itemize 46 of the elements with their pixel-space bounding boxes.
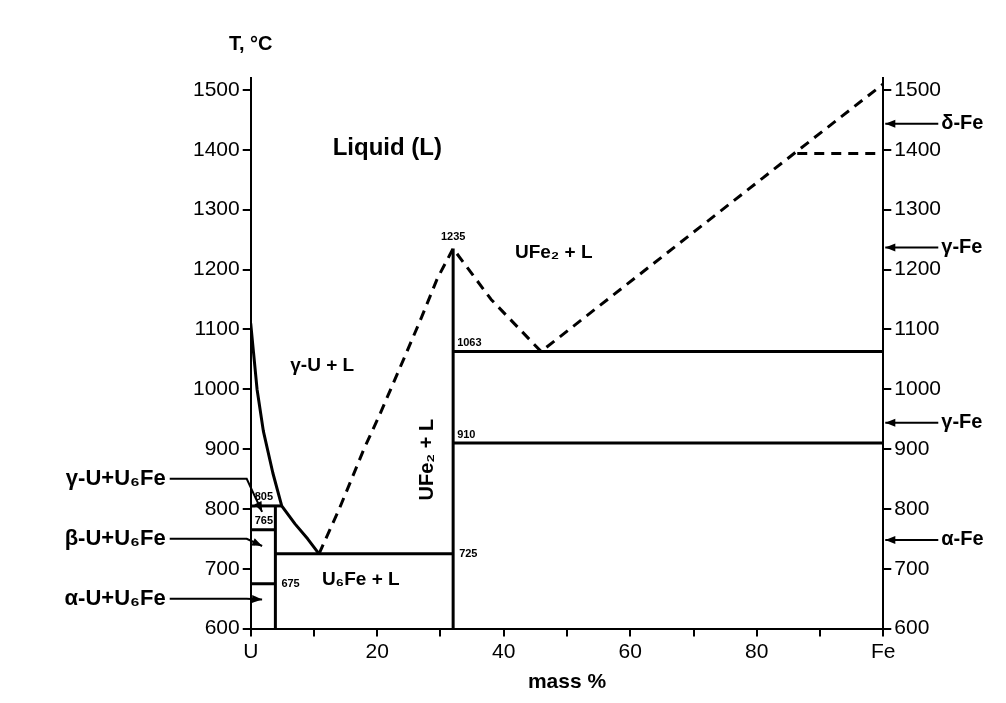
text: α-Fe [941, 527, 984, 550]
y2-tick-label: 700 [894, 555, 930, 579]
data-label: 675 [281, 576, 300, 589]
data-label: 725 [459, 546, 478, 559]
text: γ-Fe [941, 235, 983, 258]
y2-tick-label: 800 [894, 495, 930, 519]
y-tick-label: 1500 [193, 76, 240, 100]
text: α-U+U₆Fe [64, 584, 166, 610]
x-tick-label: 20 [365, 639, 389, 662]
y-tick-label: 1000 [193, 376, 240, 400]
x-tick-label: 60 [618, 639, 642, 662]
y2-tick-label: 1000 [894, 376, 941, 400]
y-tick-label: 1200 [193, 256, 240, 280]
annotation: γ-U + L [290, 353, 355, 375]
annotation: U₆Fe + L [321, 568, 401, 590]
data-label: 765 [254, 514, 274, 527]
y-tick-label: 900 [204, 435, 240, 459]
data-label: 1063 [457, 336, 482, 349]
text: γ-Fe [941, 410, 983, 433]
y-axis-title: T, °C [228, 31, 273, 54]
y2-tick-label: 1100 [894, 316, 940, 340]
y-tick-label: 1100 [194, 316, 240, 340]
x-tick-label: U [243, 639, 259, 662]
data-label: 910 [457, 427, 476, 440]
text: β-U+U₆Fe [64, 524, 166, 550]
y2-tick-label: 600 [894, 615, 930, 639]
x-axis-title: mass % [527, 669, 607, 693]
text: γ-U+U₆Fe [65, 464, 166, 490]
data-label: 1235 [440, 230, 466, 243]
annotation: UFe₂ + L [415, 418, 438, 501]
y2-tick-label: 1500 [894, 76, 941, 100]
annotation: Liquid (L) [332, 132, 442, 160]
y2-tick-label: 1300 [894, 196, 941, 220]
x-tick-label: 80 [745, 639, 769, 662]
y2-tick-label: 1400 [894, 136, 941, 160]
y-tick-label: 1300 [193, 196, 240, 220]
y-tick-label: 700 [204, 555, 240, 579]
x-tick-label: Fe [871, 639, 896, 662]
x-tick-label: 40 [492, 639, 516, 662]
annotation: UFe₂ + L [514, 241, 593, 263]
y-tick-label: 1400 [193, 136, 240, 160]
y2-tick-label: 900 [894, 435, 930, 459]
y-tick-label: 600 [204, 615, 240, 639]
text: δ-Fe [941, 111, 984, 134]
y-tick-label: 800 [204, 495, 240, 519]
y2-tick-label: 1200 [894, 256, 941, 280]
